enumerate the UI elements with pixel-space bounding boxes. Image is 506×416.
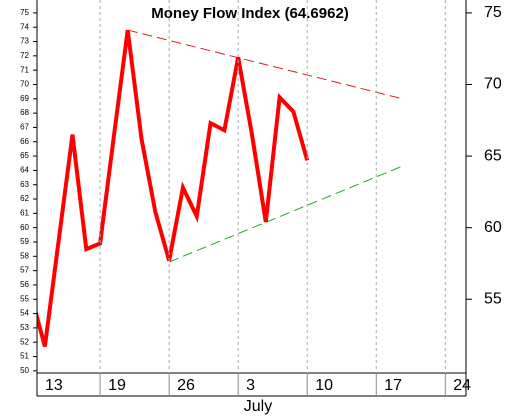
y-tick-label: 56 <box>20 280 29 289</box>
y-tick-label: 60 <box>20 223 29 232</box>
y-tick-label: 64 <box>20 166 29 175</box>
y-tick-label: 62 <box>20 194 29 203</box>
y-tick-label: 55 <box>20 294 29 303</box>
y-tick-label: 58 <box>20 251 29 260</box>
y-tick-label: 66 <box>20 137 29 146</box>
x-tick-label: 17 <box>384 377 402 394</box>
y2-tick-label: 75 <box>484 4 502 21</box>
y-tick-label: 75 <box>20 8 29 17</box>
y-tick-label: 59 <box>20 237 29 246</box>
y-tick-label: 52 <box>20 337 29 346</box>
x-tick-label: 10 <box>315 377 333 394</box>
y-tick-label: 53 <box>20 323 29 332</box>
x-tick-label: 3 <box>246 377 255 394</box>
chart-title: Money Flow Index (64.6962) <box>151 5 349 22</box>
plot-area <box>37 29 403 348</box>
y-tick-label: 72 <box>20 51 29 60</box>
y-tick-label: 51 <box>20 352 29 361</box>
y-tick-label: 73 <box>20 37 29 46</box>
y-tick-label: 70 <box>20 80 29 89</box>
y-tick-label: 69 <box>20 94 29 103</box>
x-tick-label: 13 <box>45 377 63 394</box>
y-tick-label: 67 <box>20 123 29 132</box>
y-tick-label: 54 <box>20 309 29 318</box>
x-tick-label: 26 <box>177 377 195 394</box>
x-tick-label: 24 <box>453 377 471 394</box>
y-tick-label: 68 <box>20 108 29 117</box>
y2-tick-label: 70 <box>484 76 502 93</box>
y2-tick-label: 65 <box>484 147 502 164</box>
y2-tick-label: 55 <box>484 290 502 307</box>
x-tick-label: 19 <box>108 377 126 394</box>
y2-tick-label: 60 <box>484 219 502 236</box>
y-tick-label: 61 <box>20 208 29 217</box>
trendline <box>168 165 403 263</box>
trendline <box>127 29 403 100</box>
y-tick-label: 74 <box>20 22 29 31</box>
y-tick-label: 50 <box>20 366 29 375</box>
y-tick-label: 65 <box>20 151 29 160</box>
y-tick-label: 63 <box>20 180 29 189</box>
x-axis-title: July <box>244 398 272 415</box>
y-tick-label: 57 <box>20 266 29 275</box>
y-tick-label: 71 <box>20 65 29 74</box>
